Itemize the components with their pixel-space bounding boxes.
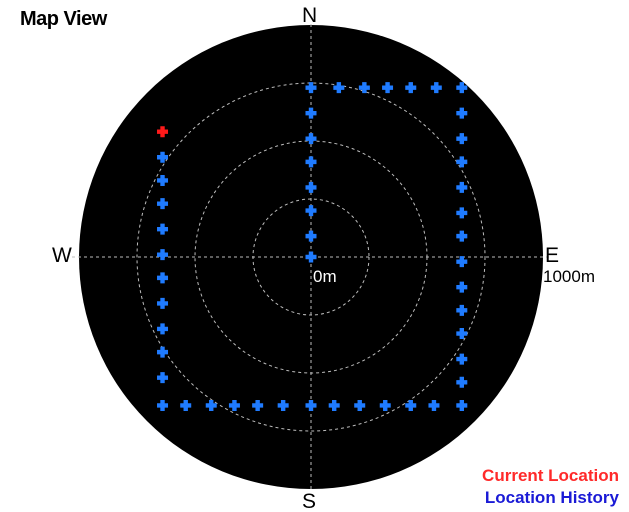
history-marker [456,230,468,242]
history-marker [456,82,468,94]
history-marker [157,151,169,163]
history-marker [456,256,468,268]
outer-range-label: 1000m [543,267,595,286]
history-marker [252,399,264,411]
center-range-label: 0m [313,267,337,286]
location-history-markers [157,82,468,411]
history-marker [157,272,169,284]
history-marker [379,399,391,411]
compass-east-label: E [545,244,559,267]
history-marker [456,281,468,293]
history-marker [354,399,366,411]
history-marker [305,230,317,242]
history-marker [157,198,169,210]
compass-west-label: W [52,244,72,267]
history-marker [456,353,468,365]
range-ring-3 [136,82,486,432]
current-location-marker [157,126,169,138]
history-marker [157,372,169,384]
history-marker [305,107,317,119]
history-marker [305,156,317,168]
history-marker [456,207,468,219]
history-marker [305,399,317,411]
history-marker [405,399,417,411]
history-marker [305,82,317,94]
history-marker [157,399,169,411]
history-marker [430,82,442,94]
history-marker [456,107,468,119]
legend-current-location: Current Location [482,466,619,485]
history-marker [456,304,468,316]
history-marker [456,181,468,193]
history-marker [305,181,317,193]
history-marker [305,205,317,217]
history-marker [157,297,169,309]
history-marker [228,399,240,411]
history-marker [157,346,169,358]
history-marker [456,399,468,411]
compass-axes [72,24,550,490]
compass-south-label: S [302,490,316,512]
history-marker [157,249,169,261]
history-marker [333,82,345,94]
history-marker [456,133,468,145]
history-marker [456,328,468,340]
compass-north-label: N [302,4,317,27]
history-marker [358,82,370,94]
history-marker [428,399,440,411]
history-marker [305,251,317,263]
history-marker [205,399,217,411]
history-marker [328,399,340,411]
current-location-markers [157,126,169,138]
history-marker [157,223,169,235]
history-marker [277,399,289,411]
history-marker [157,323,169,335]
history-marker [157,174,169,186]
history-marker [405,82,417,94]
history-marker [456,376,468,388]
legend-location-history: Location History [484,488,619,507]
history-marker [382,82,394,94]
history-marker [456,156,468,168]
history-marker [180,399,192,411]
history-marker [305,133,317,145]
map-view-title: Map View [20,8,107,30]
